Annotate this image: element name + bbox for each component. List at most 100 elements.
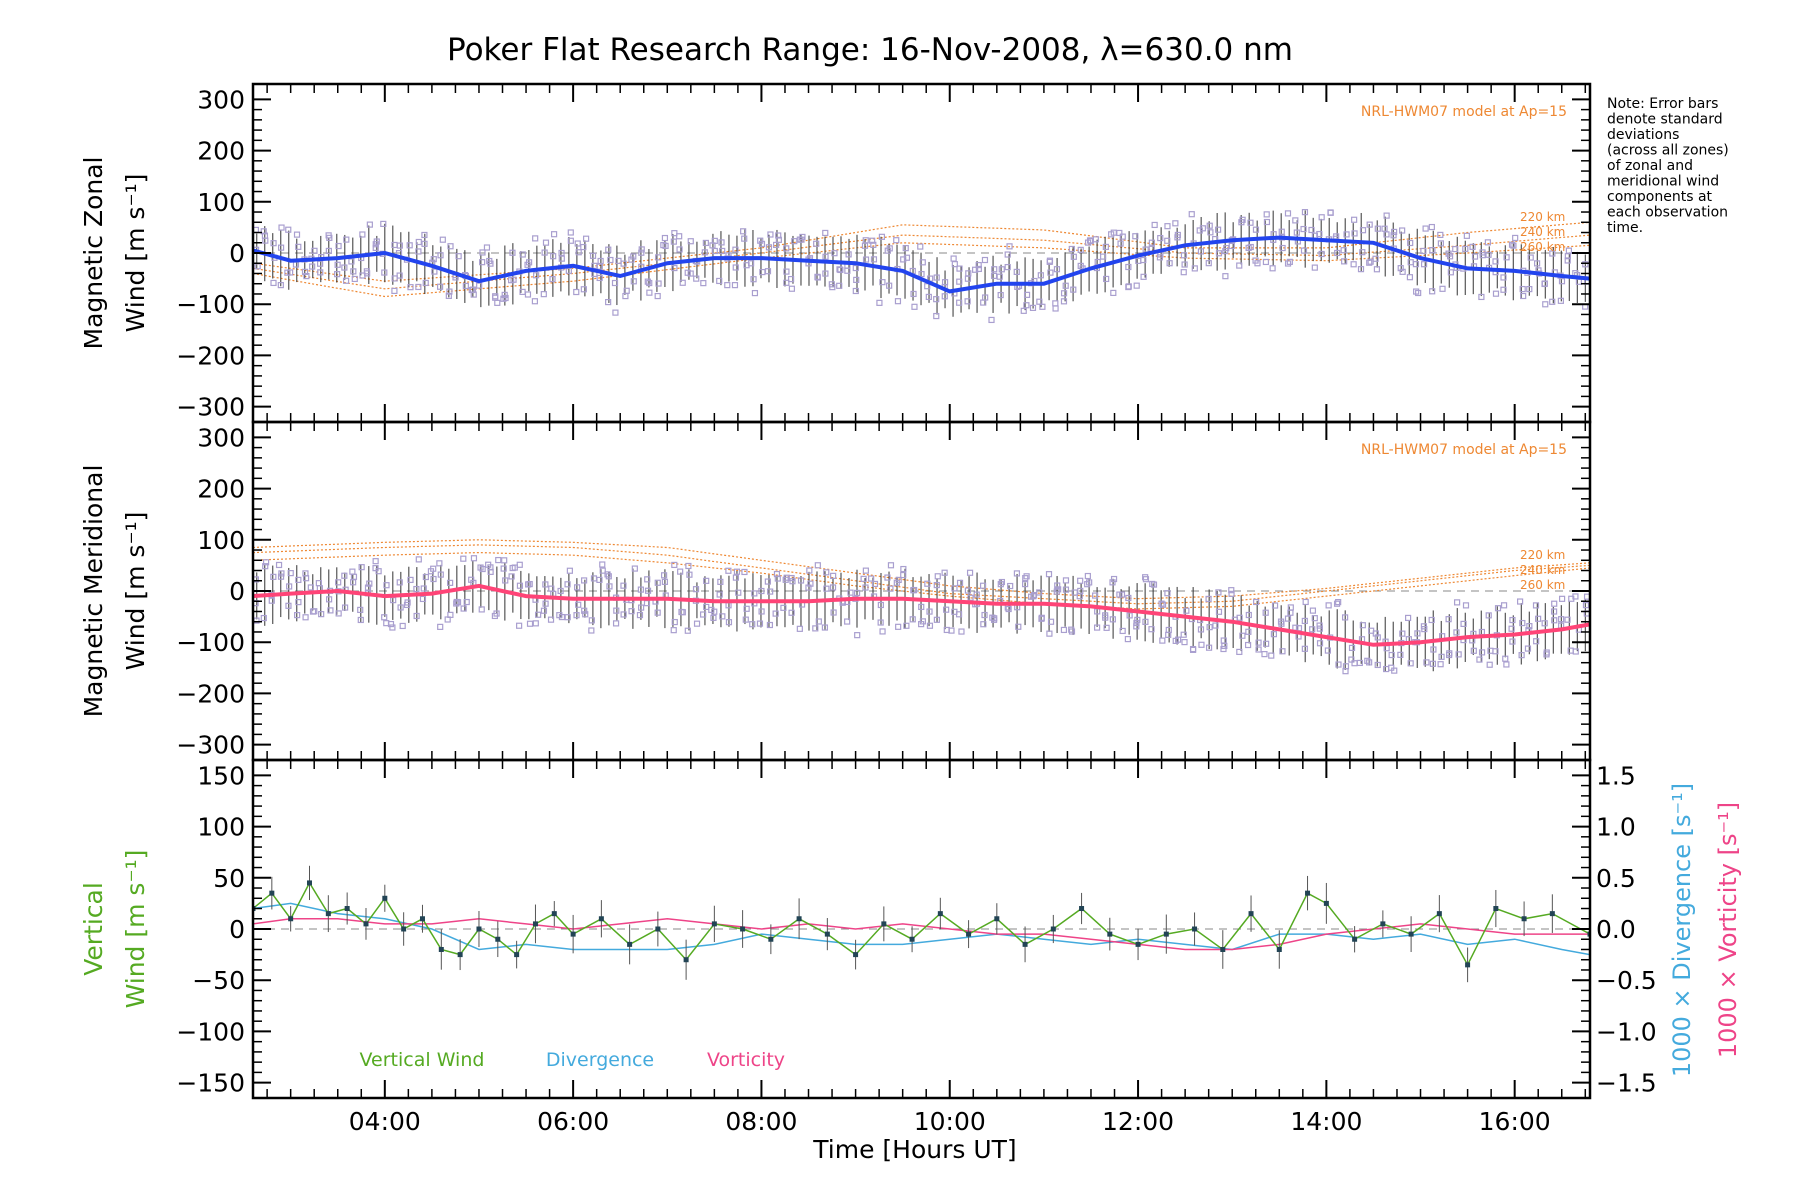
scatter-point: [1428, 223, 1435, 231]
scatter-point: [1261, 651, 1268, 658]
scatter-point: [1103, 275, 1110, 283]
vertical-wind-point: [1050, 926, 1056, 932]
scatter-point: [372, 565, 379, 572]
vertical-wind-point: [937, 911, 943, 917]
scatter-point: [1293, 229, 1300, 236]
scatter-point: [967, 594, 974, 601]
scatter-point: [782, 576, 789, 583]
scatter-point: [796, 625, 803, 632]
scatter-point: [285, 602, 292, 609]
scatter-point: [1135, 257, 1142, 264]
scatter-point: [1399, 630, 1406, 637]
scatter-point: [678, 608, 685, 616]
scatter-point: [1526, 623, 1533, 630]
scatter-point: [1239, 216, 1246, 223]
scatter-point: [478, 606, 485, 613]
scatter-point: [1437, 231, 1444, 238]
scatter-point: [1526, 285, 1533, 293]
model-altitude-label: 240 km: [1520, 225, 1565, 239]
scatter-point: [1268, 652, 1275, 659]
vertical-wind-point: [457, 952, 463, 958]
scatter-point: [1015, 623, 1022, 630]
scatter-point: [661, 234, 669, 242]
scatter-point: [711, 247, 718, 255]
scatter-point: [1316, 622, 1323, 629]
scatter-point: [951, 585, 958, 592]
scatter-point: [596, 576, 603, 584]
scatter-point: [564, 614, 571, 621]
scatter-point: [1407, 239, 1414, 247]
right-y-tick-label: −0.5: [1596, 966, 1657, 995]
scatter-point: [460, 605, 467, 612]
scatter-point: [1542, 301, 1549, 308]
y-axis-label: Vertical: [79, 882, 108, 976]
scatter-point: [772, 610, 779, 617]
scatter-point: [1373, 266, 1381, 273]
scatter-point: [326, 234, 333, 241]
vertical-wind-point: [495, 936, 501, 942]
vertical-wind-point: [1380, 921, 1386, 927]
scatter-point: [1196, 227, 1203, 234]
x-axis-label: Time [Hours UT]: [812, 1135, 1016, 1164]
scatter-point: [909, 616, 916, 623]
scatter-point: [350, 268, 357, 275]
scatter-point: [1212, 622, 1219, 629]
scatter-point: [1068, 245, 1075, 253]
scatter-point: [1197, 248, 1205, 255]
scatter-point: [902, 245, 909, 252]
scatter-point: [1092, 236, 1099, 243]
scatter-point: [1341, 614, 1349, 621]
scatter-point: [293, 231, 301, 238]
scatter-point: [1374, 225, 1381, 232]
scatter-point: [948, 627, 955, 634]
scatter-point: [1228, 587, 1235, 594]
scatter-point: [1109, 579, 1116, 586]
scatter-point: [765, 244, 773, 251]
scatter-point: [1309, 607, 1317, 614]
scatter-point: [796, 236, 803, 243]
scatter-point: [1503, 661, 1510, 668]
scatter-point: [1133, 619, 1140, 627]
scatter-point: [815, 618, 822, 625]
scatter-point: [812, 625, 819, 632]
scatter-point: [775, 232, 782, 239]
scatter-point: [964, 298, 971, 305]
scatter-point: [415, 283, 422, 291]
scatter-point: [1343, 231, 1350, 238]
scatter-point: [268, 597, 275, 604]
scatter-point: [693, 275, 700, 282]
scatter-point: [878, 233, 886, 240]
scatter-point: [1333, 600, 1341, 607]
scatter-point: [380, 220, 387, 228]
scatter-point: [1023, 573, 1030, 580]
scatter-point: [919, 259, 926, 266]
scatter-point: [1292, 217, 1299, 224]
scatter-point: [597, 257, 604, 265]
scatter-point: [1301, 209, 1309, 216]
scatter-point: [831, 250, 838, 257]
vertical-wind-point: [1352, 936, 1358, 942]
scatter-point: [741, 568, 748, 576]
x-tick-label: 06:00: [537, 1107, 609, 1136]
scatter-point: [1004, 251, 1011, 258]
y-tick-label: 100: [197, 526, 245, 555]
plot-area: [253, 209, 1590, 324]
scatter-point: [1366, 259, 1373, 266]
scatter-point: [1206, 222, 1213, 229]
scatter-point: [1206, 624, 1213, 631]
scatter-point: [1414, 630, 1421, 637]
scatter-point: [1007, 582, 1014, 590]
scatter-point: [1181, 638, 1188, 646]
scatter-point: [1324, 647, 1331, 654]
scatter-point: [1220, 645, 1227, 653]
scatter-point: [415, 238, 422, 246]
scatter-point: [1247, 219, 1254, 226]
scatter-point: [852, 264, 859, 272]
y-axis-label: Magnetic Meridional: [79, 465, 108, 718]
model-altitude-label: 260 km: [1520, 240, 1565, 254]
scatter-point: [1180, 631, 1187, 638]
scatter-point: [1582, 602, 1590, 609]
scatter-point: [1215, 608, 1223, 615]
scatter-point: [1245, 611, 1252, 619]
